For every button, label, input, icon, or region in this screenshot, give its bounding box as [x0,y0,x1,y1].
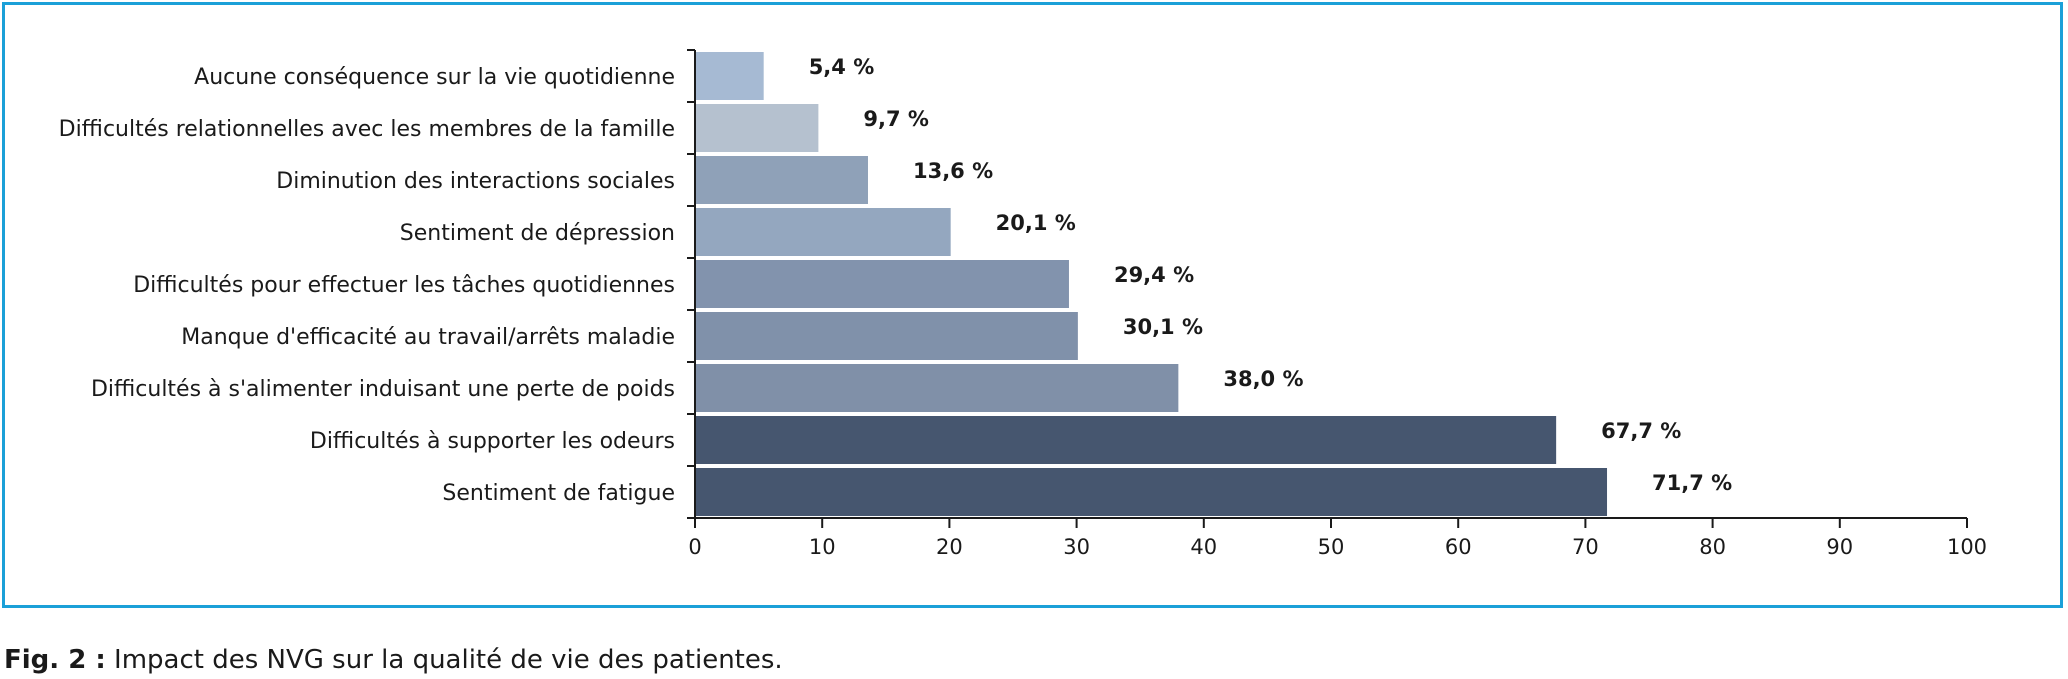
chart-frame [2,2,2063,608]
bar [695,416,1557,464]
value-label: 38,0 % [1223,367,1303,391]
bar-chart: Aucune conséquence sur la vie quotidienn… [59,49,1987,559]
category-label: Difficultés à s'alimenter induisant une … [91,377,675,402]
category-label: Difficultés relationnelles avec les memb… [59,117,675,142]
value-label: 30,1 % [1123,315,1203,339]
bar [695,312,1078,360]
value-label: 5,4 % [809,55,875,79]
value-label: 67,7 % [1601,419,1681,443]
x-tick-label: 20 [936,535,963,559]
bar [695,260,1069,308]
bar [695,468,1608,516]
x-tick-label: 50 [1318,535,1345,559]
bars-layer [695,52,1608,516]
value-label: 29,4 % [1114,263,1194,287]
x-tick-label: 60 [1445,535,1472,559]
x-tick-label: 10 [809,535,836,559]
x-tick-label: 40 [1190,535,1217,559]
value-label: 71,7 % [1652,471,1732,495]
category-labels-layer: Aucune conséquence sur la vie quotidienn… [59,65,675,506]
value-labels-layer: 5,4 % 9,7 % 13,6 % 20,1 % 29,4 % 30,1 % 38,0 %… [809,55,1733,495]
value-label: 9,7 % [863,107,929,131]
caption-text: Impact des NVG sur la qualité de vie des… [105,645,783,675]
category-label: Diminution des interactions sociales [276,169,675,194]
x-tick-label: 90 [1826,535,1853,559]
bar [695,364,1179,412]
category-label: Aucune conséquence sur la vie quotidienn… [194,65,675,90]
value-label: 20,1 % [996,211,1076,235]
bar [695,208,951,256]
category-label: Manque d'efficacité au travail/arrêts ma… [181,325,675,350]
caption-label: Fig. 2 : [4,645,106,675]
bar [695,156,868,204]
figure-caption: Fig. 2 : Impact des NVG sur la qualité d… [4,645,783,675]
value-label: 13,6 % [913,159,993,183]
x-tick-label: 70 [1572,535,1599,559]
category-label: Difficultés à supporter les odeurs [310,429,675,454]
axes-layer: 0 10 20 30 40 50 60 70 80 90 100 [687,49,1987,559]
x-tick-label: 80 [1699,535,1726,559]
category-label: Sentiment de fatigue [442,481,675,506]
category-label: Sentiment de dépression [400,221,675,246]
category-label: Difficultés pour effectuer les tâches qu… [133,273,675,298]
bar [695,52,764,100]
x-tick-label: 0 [688,535,701,559]
x-tick-label: 30 [1063,535,1090,559]
bar [695,104,819,152]
x-tick-label: 100 [1947,535,1987,559]
